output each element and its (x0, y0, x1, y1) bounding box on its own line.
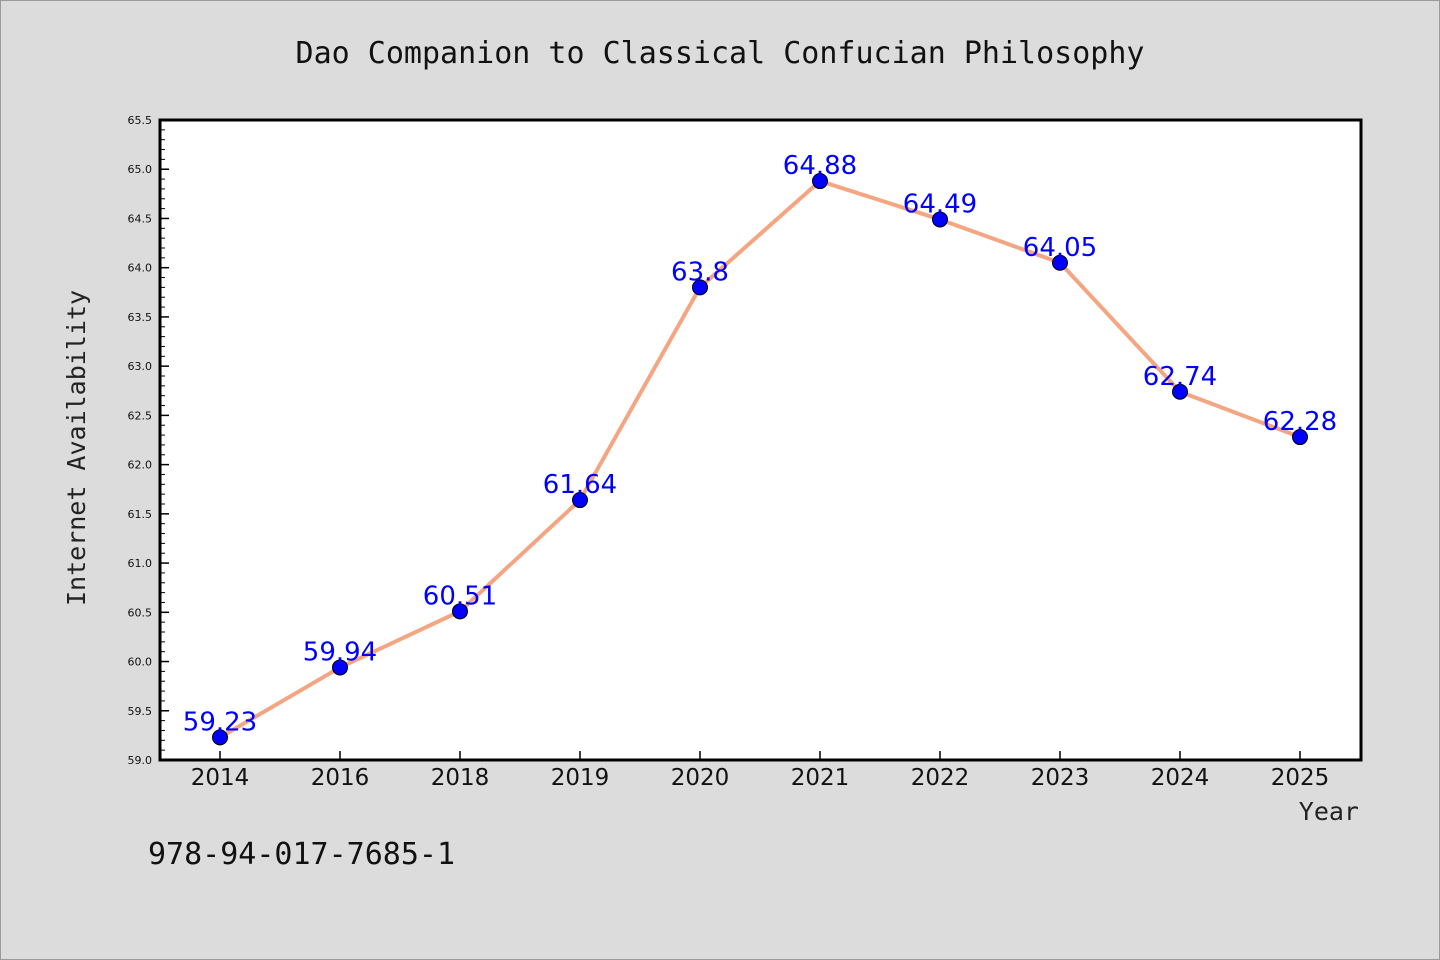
data-label: 64.88 (783, 151, 857, 181)
data-label: 62.74 (1143, 362, 1217, 392)
data-point (332, 659, 348, 676)
y-tick-label: 65.5 (128, 114, 153, 127)
series-line (218, 179, 1301, 740)
data-point (212, 729, 228, 746)
series-layer: 59.23 59.94 60.51 61.64 63.8 64.88 64.49 64.05 6… (183, 151, 1337, 746)
y-tick-label: 61.5 (128, 508, 153, 521)
x-tick-label: 2020 (671, 765, 730, 791)
y-tick-label: 59.5 (128, 705, 153, 718)
y-tick-label: 60.5 (128, 606, 153, 619)
y-tick-label: 61.0 (128, 557, 153, 570)
data-label: 60.51 (423, 581, 497, 611)
y-tick-label: 65.0 (128, 163, 153, 176)
data-label: 62.28 (1263, 407, 1337, 437)
x-tick-label: 2019 (551, 765, 610, 791)
y-tick-label: 62.5 (128, 409, 153, 422)
x-tick-label: 2018 (431, 765, 490, 791)
footer-code: 978-94-017-7685-1 (148, 837, 455, 872)
x-tick-label: 2016 (311, 765, 370, 791)
data-label: 59.23 (183, 707, 257, 737)
x-tick-label: 2023 (1031, 765, 1090, 791)
data-label: 64.49 (903, 189, 977, 219)
data-label: 61.64 (543, 470, 617, 500)
y-tick-label: 64.5 (128, 212, 153, 225)
data-point (932, 211, 948, 228)
x-axis-ticks: 2014 2016 2018 2019 2020 2021 2022 2023 2024 2025 (191, 751, 1330, 791)
x-tick-label: 2025 (1271, 765, 1330, 791)
y-axis-label: Internet Availability (62, 290, 91, 606)
y-tick-label: 60.0 (128, 656, 153, 669)
y-tick-label: 64.0 (128, 262, 153, 275)
y-tick-label: 63.5 (128, 311, 153, 324)
data-point (812, 173, 828, 190)
data-point (572, 492, 588, 509)
y-tick-label: 63.0 (128, 360, 153, 373)
data-point (1172, 383, 1188, 400)
data-point (692, 279, 708, 296)
x-tick-label: 2022 (911, 765, 970, 791)
x-axis-label: Year (1299, 797, 1359, 826)
y-tick-label: 62.0 (128, 459, 153, 472)
data-label: 59.94 (303, 637, 377, 667)
data-point (1052, 254, 1068, 271)
data-point (452, 603, 468, 620)
x-tick-label: 2024 (1151, 765, 1210, 791)
x-tick-label: 2021 (791, 765, 850, 791)
y-tick-label: 59.0 (128, 754, 153, 767)
data-label: 63.8 (671, 257, 729, 287)
plot-area (158, 118, 1363, 762)
data-label: 64.05 (1023, 233, 1097, 263)
x-tick-label: 2014 (191, 765, 250, 791)
data-point (1292, 429, 1308, 446)
chart-title: Dao Companion to Classical Confucian Phi… (296, 36, 1145, 71)
y-axis-ticks: 59.0 59.5 60.0 60.5 61.0 61.5 62.0 62.5 63.0 63.5… (128, 114, 169, 767)
